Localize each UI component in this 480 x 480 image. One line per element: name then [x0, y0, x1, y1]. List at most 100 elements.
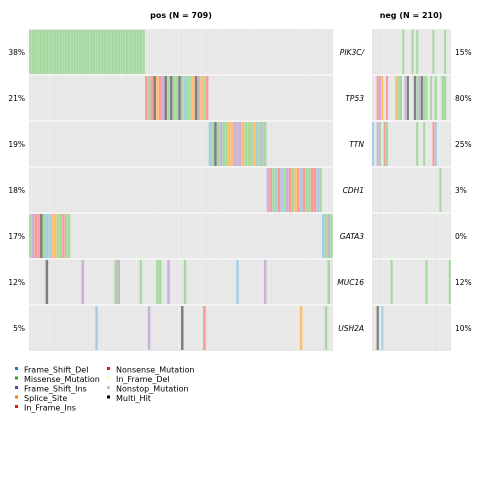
- mutation-cell: [117, 260, 120, 304]
- pos-percent-label: 18%: [8, 186, 25, 195]
- mutation-cell: [45, 30, 49, 74]
- mutation-cell: [425, 76, 428, 120]
- mutation-cell: [181, 76, 184, 120]
- mutation-cell: [258, 122, 261, 166]
- mutation-cell: [448, 260, 451, 304]
- mutation-cell: [283, 168, 286, 212]
- gene-label: PIK3C/: [340, 48, 366, 57]
- mutation-cell: [42, 30, 46, 74]
- mutation-cell: [122, 30, 126, 74]
- mutation-cell: [147, 306, 151, 350]
- mutation-cell: [381, 306, 384, 350]
- legend-label: Nonstop_Mutation: [116, 385, 189, 394]
- mutation-cell: [169, 76, 173, 120]
- mutation-cell: [266, 168, 270, 212]
- neg-percent-label: 15%: [455, 48, 472, 57]
- mutation-cell: [31, 214, 35, 258]
- mutation-cell: [95, 306, 98, 350]
- mutation-cell: [420, 76, 423, 120]
- mutation-cell: [51, 30, 54, 74]
- mutation-cell: [434, 122, 437, 166]
- mutation-cell: [75, 30, 79, 74]
- pos-percent-label: 21%: [8, 94, 25, 103]
- legend-swatch: [15, 395, 18, 399]
- neg-panel-title: neg (N = 210): [380, 11, 443, 20]
- mutation-cell: [404, 76, 407, 120]
- mutation-cell: [219, 122, 223, 166]
- mutation-cell: [432, 30, 435, 74]
- mutation-cell: [214, 122, 217, 166]
- legend-label: Frame_Shift_Ins: [24, 385, 87, 394]
- mutation-cell: [430, 76, 433, 120]
- legend-swatch: [107, 386, 110, 389]
- mutation-cell: [233, 122, 237, 166]
- pos-percent-label: 17%: [8, 232, 25, 241]
- mutation-cell: [117, 30, 120, 74]
- neg-percent-label: 10%: [455, 324, 472, 333]
- legend-label: Multi_Hit: [116, 394, 151, 403]
- mutation-cell: [70, 30, 74, 74]
- legend-label: In_Frame_Ins: [24, 404, 76, 413]
- mutation-cell: [324, 214, 328, 258]
- legend-swatch: [15, 405, 18, 408]
- mutation-cell: [81, 30, 85, 74]
- mutation-cell: [145, 76, 148, 120]
- mutation-cell: [192, 76, 195, 120]
- gene-label: TTN: [349, 140, 364, 149]
- mutation-cell: [321, 214, 325, 258]
- mutation-cell: [263, 260, 267, 304]
- mutation-cell: [164, 76, 167, 120]
- mutation-cell: [51, 214, 54, 258]
- mutation-cell: [406, 76, 409, 120]
- mutation-cell: [383, 122, 386, 166]
- mutation-cell: [40, 30, 43, 74]
- mutation-cell: [34, 30, 38, 74]
- mutation-cell: [439, 168, 442, 212]
- mutation-cell: [291, 168, 295, 212]
- mutation-cell: [153, 76, 156, 120]
- mutation-cell: [161, 76, 165, 120]
- mutation-cell: [385, 122, 389, 166]
- mutation-cell: [67, 214, 71, 258]
- mutation-cell: [203, 76, 206, 120]
- mutation-cell: [98, 30, 101, 74]
- mutation-cell: [139, 30, 143, 74]
- mutation-cell: [274, 168, 278, 212]
- mutation-cell: [310, 168, 314, 212]
- neg-percent-label: 80%: [455, 94, 472, 103]
- mutation-cell: [48, 214, 51, 258]
- mutation-cell: [59, 30, 62, 74]
- mutation-cell: [423, 76, 426, 120]
- mutation-cell: [416, 76, 419, 120]
- legend-swatch: [15, 386, 18, 389]
- mutation-cell: [114, 260, 118, 304]
- mutation-cell: [286, 168, 289, 212]
- mutation-cell: [158, 76, 162, 120]
- mutation-cell: [114, 30, 118, 74]
- legend-label: Nonsense_Mutation: [116, 366, 195, 375]
- mutation-cell: [376, 76, 379, 120]
- mutation-cell: [92, 30, 96, 74]
- mutation-cell: [411, 30, 414, 74]
- mutation-cell: [167, 260, 170, 304]
- legend-swatch: [107, 376, 110, 380]
- mutation-cell: [103, 30, 107, 74]
- pos-heatmap-panel: [29, 29, 333, 351]
- gene-label: MUC16: [337, 278, 364, 287]
- mutation-cell: [120, 30, 123, 74]
- mutation-cell: [48, 30, 51, 74]
- mutation-cell: [222, 122, 226, 166]
- mutation-cell: [299, 168, 303, 212]
- mutation-cell: [324, 306, 328, 350]
- mutation-cell: [158, 260, 162, 304]
- mutation-cell: [378, 122, 382, 166]
- mutation-cell: [390, 260, 393, 304]
- mutation-cell: [29, 30, 32, 74]
- mutation-cell: [142, 30, 145, 74]
- mutation-cell: [84, 30, 87, 74]
- mutation-cell: [376, 122, 379, 166]
- mutation-cell: [378, 76, 382, 120]
- mutation-cell: [372, 122, 375, 166]
- mutation-cell: [327, 214, 331, 258]
- mutation-cell: [139, 260, 143, 304]
